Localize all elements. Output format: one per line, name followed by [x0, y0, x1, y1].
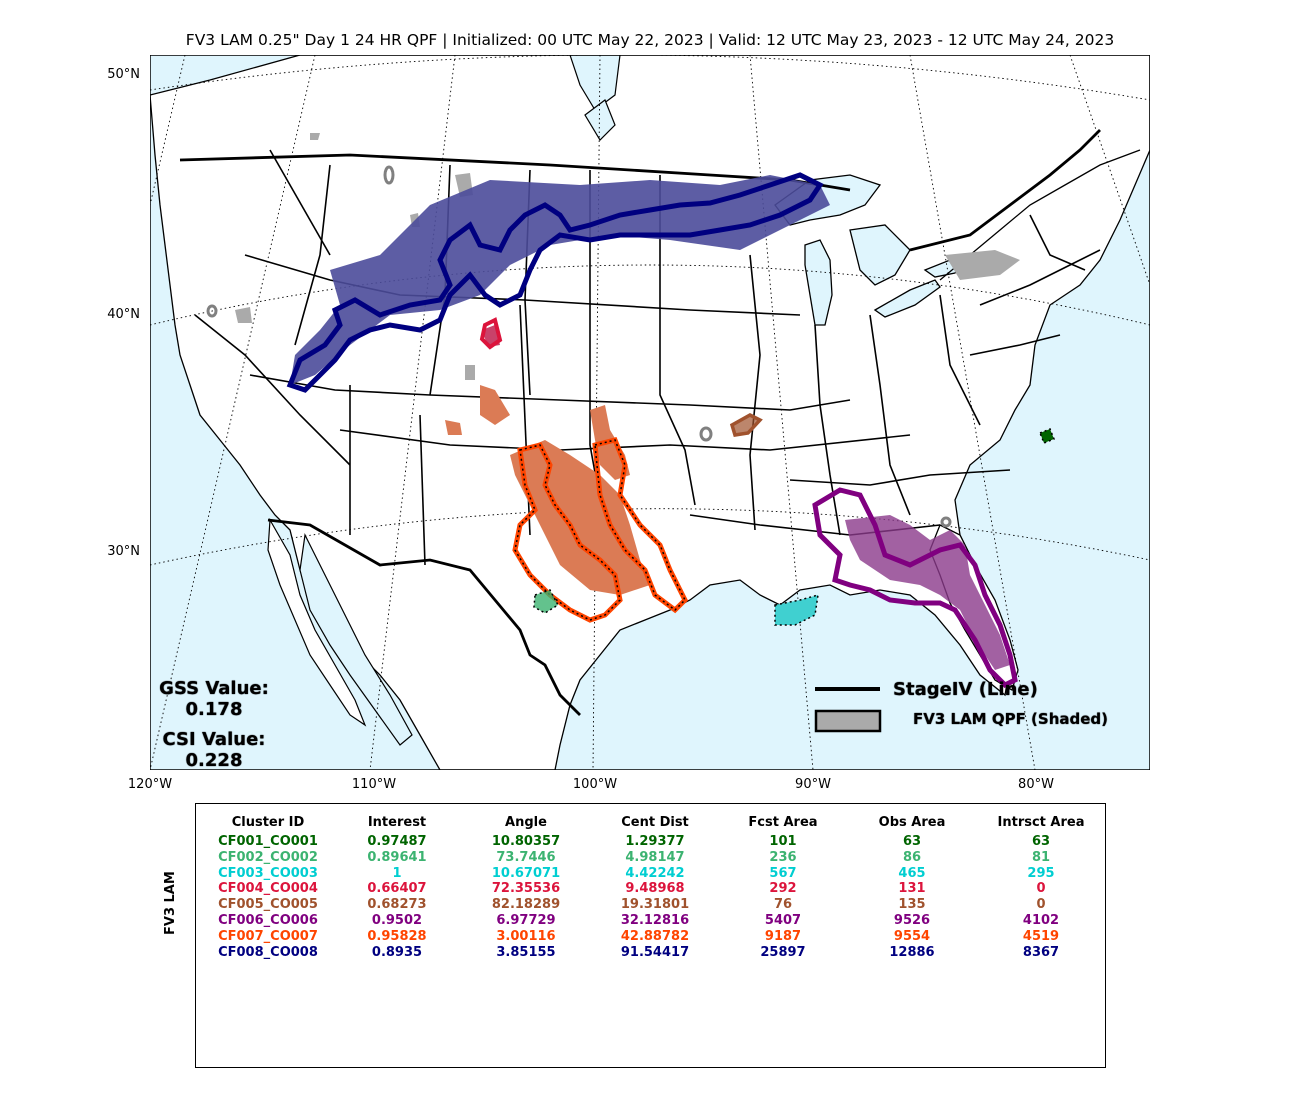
lake-winnipeg [584, 99, 616, 141]
cell-angle: 72.35536 [491, 881, 561, 897]
header-angle: Angle [505, 815, 547, 830]
cell-interest: 0.8935 [371, 944, 423, 960]
state-borders [194, 149, 1101, 566]
lat-label-30: 30°N [107, 544, 140, 559]
cell-obs-area: 86 [902, 849, 922, 865]
cell-angle: 6.97729 [496, 913, 556, 928]
cell-cluster-id: CF001_CO001 [218, 834, 318, 849]
cell-interest: 0.66407 [367, 881, 427, 897]
lon-label-100: 100°W [572, 777, 618, 792]
cell-cent-dist: 1.29377 [625, 834, 685, 849]
cell-cluster-id: CF006_CO006 [218, 913, 318, 928]
cluster-cf006 [812, 487, 1018, 689]
header-cent-dist: Cent Dist [621, 815, 689, 830]
cell-intrsct-area: 63 [1031, 834, 1051, 849]
header-fcst-area: Fcst Area [748, 815, 818, 830]
gss-label: GSS Value: [159, 678, 269, 699]
cell-intrsct-area: 0 [1036, 897, 1046, 913]
cell-obs-area: 9526 [893, 913, 931, 928]
cell-interest: 0.97487 [367, 834, 427, 849]
map-title: FV3 LAM 0.25" Day 1 24 HR QPF | Initiali… [185, 31, 1115, 49]
cell-cent-dist: 42.88782 [620, 928, 690, 944]
land-mass [150, 55, 1150, 770]
cluster-table [195, 803, 1106, 1068]
lon-label-120: 120°W [127, 777, 173, 792]
cluster-cf001 [1039, 428, 1055, 444]
cell-angle: 10.80357 [491, 834, 561, 849]
cell-obs-area: 465 [898, 865, 926, 881]
lake-huron [849, 224, 911, 286]
cell-interest: 0.68273 [367, 897, 427, 913]
cell-interest: 0.9502 [371, 913, 423, 928]
cell-cent-dist: 4.42242 [625, 865, 685, 881]
cell-angle: 10.67071 [491, 865, 561, 881]
cell-fcst-area: 76 [773, 897, 793, 913]
legend-line-label: StageIV (Line) [893, 679, 1038, 700]
legend-shaded-swatch [814, 709, 882, 733]
cell-cluster-id: CF002_CO002 [218, 849, 318, 865]
cluster-cf003 [774, 593, 819, 626]
cluster-cf008 [286, 172, 830, 393]
cell-fcst-area: 5407 [764, 913, 802, 928]
cell-intrsct-area: 295 [1027, 865, 1055, 881]
cell-cent-dist: 9.48968 [625, 881, 685, 897]
cell-fcst-area: 292 [769, 881, 797, 897]
cell-cent-dist: 4.98147 [625, 849, 685, 865]
cell-cluster-id: CF008_CO008 [218, 944, 318, 960]
cell-cluster-id: CF007_CO007 [218, 928, 318, 944]
cluster-cf005 [729, 413, 763, 437]
unmatched-obs-outlines [206, 165, 952, 528]
cell-intrsct-area: 81 [1031, 849, 1051, 865]
cell-cluster-id: CF005_CO005 [218, 897, 318, 913]
cell-angle: 82.18289 [491, 897, 561, 913]
lat-label-50: 50°N [107, 67, 140, 82]
cell-obs-area: 12886 [889, 944, 935, 960]
cell-obs-area: 131 [898, 881, 926, 897]
lon-label-110: 110°W [351, 777, 397, 792]
lake-michigan [804, 239, 833, 326]
lake-erie [873, 279, 941, 318]
gulf-of-california [299, 533, 413, 746]
cluster-cf004 [479, 317, 503, 350]
cell-obs-area: 135 [898, 897, 926, 913]
cell-cluster-id: CF003_CO003 [218, 865, 318, 881]
cell-fcst-area: 101 [769, 834, 797, 849]
map-panel [150, 55, 1150, 770]
header-interest: Interest [367, 815, 427, 830]
cell-cent-dist: 91.54417 [620, 944, 690, 960]
cluster-cf002 [533, 589, 559, 614]
cell-angle: 73.7446 [496, 849, 556, 865]
gss-value: 0.178 [185, 699, 243, 720]
csi-label: CSI Value: [162, 729, 266, 750]
baja-peninsula [267, 517, 367, 727]
lat-label-40: 40°N [107, 307, 140, 322]
table-model-label: FV3 LAM [163, 871, 178, 935]
cell-cent-dist: 19.31801 [620, 897, 690, 913]
cell-cluster-id: CF004_CO004 [218, 881, 318, 897]
cell-interest: 0.89641 [367, 849, 427, 865]
legend-shaded-label: FV3 LAM QPF (Shaded) [913, 710, 1109, 728]
cell-cent-dist: 32.12816 [620, 913, 690, 928]
cell-obs-area: 63 [902, 834, 922, 849]
header-cluster-id: Cluster ID [231, 815, 305, 830]
cell-obs-area: 9554 [893, 928, 931, 944]
cell-fcst-area: 9187 [764, 928, 802, 944]
header-obs-area: Obs Area [878, 815, 946, 830]
cluster-cf007 [445, 385, 689, 623]
cell-angle: 3.85155 [496, 944, 556, 960]
cell-intrsct-area: 4519 [1022, 928, 1060, 944]
lon-label-90: 90°W [795, 777, 831, 792]
cell-fcst-area: 25897 [760, 944, 806, 960]
csi-value: 0.228 [185, 750, 243, 771]
lon-label-80: 80°W [1018, 777, 1054, 792]
cell-fcst-area: 567 [769, 865, 797, 881]
header-intrsct-area: Intrsct Area [997, 815, 1085, 830]
cell-intrsct-area: 4102 [1022, 913, 1060, 928]
cell-fcst-area: 236 [769, 849, 797, 865]
cell-angle: 3.00116 [496, 928, 556, 944]
cell-interest: 1 [392, 865, 402, 881]
cell-interest: 0.95828 [367, 928, 427, 944]
cell-intrsct-area: 0 [1036, 881, 1046, 897]
cell-intrsct-area: 8367 [1022, 944, 1060, 960]
